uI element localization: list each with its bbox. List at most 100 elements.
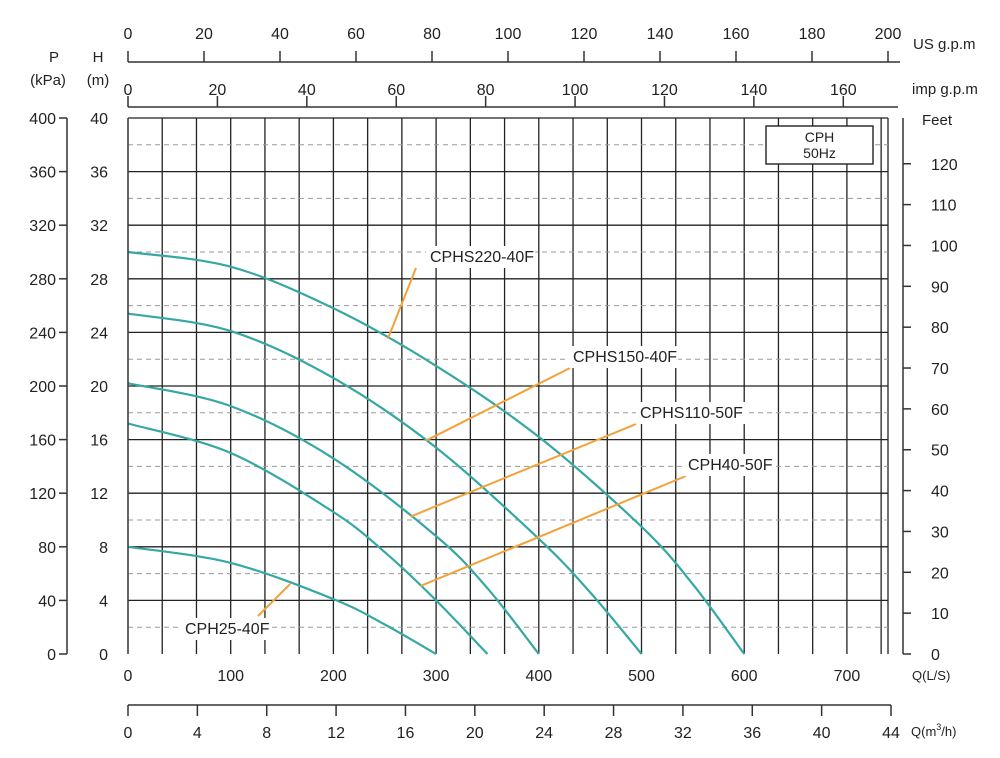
pressure-tick-label: 120 bbox=[29, 486, 56, 503]
imp-gpm-tick-label: 140 bbox=[741, 82, 768, 99]
us-gpm-tick-label: 80 bbox=[423, 26, 441, 43]
flow-m3h-tick-label: 0 bbox=[124, 725, 133, 742]
us-gpm-tick-label: 0 bbox=[124, 26, 133, 43]
curve-cphs150-40f bbox=[127, 312, 643, 655]
pressure-tick-label: 360 bbox=[29, 165, 56, 182]
head-tick-label: 20 bbox=[90, 379, 108, 396]
imp-gpm-tick-label: 0 bbox=[124, 82, 133, 99]
feet-tick-label: 100 bbox=[931, 238, 958, 255]
leader-cphs150-40f bbox=[425, 367, 571, 442]
label-background bbox=[684, 454, 775, 476]
pressure-tick-label: 40 bbox=[38, 593, 56, 610]
label-cph25-40f: CPH25-40F bbox=[185, 621, 270, 638]
imp-gpm-tick-label: 60 bbox=[387, 82, 405, 99]
pressure-tick-label: 320 bbox=[29, 218, 56, 235]
feet-tick-label: 30 bbox=[931, 524, 949, 541]
curve-cph25-40f bbox=[127, 545, 437, 655]
flow-m3h-tick-label: 36 bbox=[743, 725, 761, 742]
leader-cph40-50f bbox=[420, 475, 687, 587]
feet-tick-label: 80 bbox=[931, 320, 949, 337]
curve-leader-lines bbox=[257, 267, 687, 617]
feet-tick-label: 90 bbox=[931, 279, 949, 296]
flow-m3h-tick-label: 28 bbox=[605, 725, 623, 742]
us-gpm-tick-label: 180 bbox=[799, 26, 826, 43]
imp-gpm-axis-title: imp g.p.m bbox=[912, 81, 978, 98]
pressure-axis-unit: (kPa) bbox=[30, 72, 66, 89]
head-axis-unit: (m) bbox=[87, 72, 110, 89]
flow-ls-tick-label: 0 bbox=[124, 668, 133, 685]
curve-cphs220-40f bbox=[127, 250, 746, 655]
flow-m3h-tick-label: 44 bbox=[882, 725, 900, 742]
flow-ls-tick-label: 500 bbox=[628, 668, 655, 685]
badge-frequency-text: 50Hz bbox=[803, 145, 836, 161]
imp-gpm-tick-label: 160 bbox=[830, 82, 857, 99]
head-tick-label: 36 bbox=[90, 165, 108, 182]
imp-gpm-tick-label: 100 bbox=[562, 82, 589, 99]
head-tick-label: 8 bbox=[99, 540, 108, 557]
flow-m3h-tick-label: 32 bbox=[674, 725, 692, 742]
imp-gpm-tick-label: 80 bbox=[477, 82, 495, 99]
pressure-tick-label: 200 bbox=[29, 379, 56, 396]
feet-tick-label: 50 bbox=[931, 443, 949, 460]
us-gpm-tick-label: 120 bbox=[571, 26, 598, 43]
label-cphs220-40f: CPHS220-40F bbox=[430, 249, 534, 266]
flow-ls-axis-title: Q(L/S) bbox=[912, 668, 950, 683]
label-background bbox=[636, 402, 746, 424]
pressure-tick-label: 0 bbox=[47, 647, 56, 664]
flow-ls-tick-label: 700 bbox=[834, 668, 861, 685]
head-tick-label: 0 bbox=[99, 647, 108, 664]
plot-grid bbox=[128, 117, 889, 654]
pressure-tick-label: 240 bbox=[29, 325, 56, 342]
pressure-tick-label: 400 bbox=[29, 111, 56, 128]
flow-m3h-tick-label: 16 bbox=[397, 725, 415, 742]
curve-cph40-50f bbox=[127, 422, 489, 655]
feet-tick-label: 0 bbox=[931, 647, 940, 664]
head-tick-label: 24 bbox=[90, 325, 108, 342]
us-gpm-tick-label: 140 bbox=[647, 26, 674, 43]
us-gpm-tick-label: 40 bbox=[271, 26, 289, 43]
leader-cphs110-50f bbox=[410, 423, 637, 518]
flow-ls-tick-label: 400 bbox=[525, 668, 552, 685]
pressure-axis-title: P bbox=[49, 49, 59, 66]
imp-gpm-tick-label: 40 bbox=[298, 82, 316, 99]
chart-axes: 0481216202428323640040801201602002402803… bbox=[29, 26, 958, 742]
curve-cphs110-50f bbox=[127, 382, 540, 655]
us-gpm-tick-label: 60 bbox=[347, 26, 365, 43]
imp-gpm-tick-label: 120 bbox=[651, 82, 678, 99]
flow-m3h-tick-label: 8 bbox=[262, 725, 271, 742]
pressure-tick-label: 160 bbox=[29, 433, 56, 450]
badge-model-text: CPH bbox=[805, 129, 835, 145]
us-gpm-tick-label: 20 bbox=[195, 26, 213, 43]
flow-ls-tick-label: 600 bbox=[731, 668, 758, 685]
head-tick-label: 4 bbox=[99, 593, 108, 610]
pressure-tick-label: 80 bbox=[38, 540, 56, 557]
label-background bbox=[569, 346, 679, 368]
us-gpm-tick-label: 200 bbox=[875, 26, 902, 43]
label-cph40-50f: CPH40-50F bbox=[688, 457, 773, 474]
feet-tick-label: 120 bbox=[931, 157, 958, 174]
head-axis-title: H bbox=[93, 49, 104, 66]
flow-ls-tick-label: 200 bbox=[320, 668, 347, 685]
feet-tick-label: 60 bbox=[931, 402, 949, 419]
head-tick-label: 16 bbox=[90, 433, 108, 450]
label-cphs150-40f: CPHS150-40F bbox=[573, 349, 677, 366]
leader-cph25-40f bbox=[257, 583, 291, 617]
flow-m3h-tick-label: 12 bbox=[327, 725, 345, 742]
us-gpm-axis-title: US g.p.m bbox=[913, 36, 976, 53]
flow-ls-tick-label: 100 bbox=[217, 668, 244, 685]
imp-gpm-tick-label: 20 bbox=[209, 82, 227, 99]
leader-cphs220-40f bbox=[386, 267, 417, 340]
us-gpm-tick-label: 100 bbox=[495, 26, 522, 43]
flow-m3h-tick-label: 4 bbox=[193, 725, 202, 742]
pressure-tick-label: 280 bbox=[29, 272, 56, 289]
feet-tick-label: 110 bbox=[931, 198, 957, 215]
feet-tick-label: 40 bbox=[931, 484, 949, 501]
head-tick-label: 28 bbox=[90, 272, 108, 289]
head-tick-label: 12 bbox=[90, 486, 108, 503]
model-frequency-badge: CPH 50Hz bbox=[765, 125, 874, 165]
flow-m3h-tick-label: 24 bbox=[535, 725, 553, 742]
feet-axis-title: Feet bbox=[922, 112, 953, 129]
feet-tick-label: 10 bbox=[931, 606, 949, 623]
label-cphs110-50f: CPHS110-50F bbox=[640, 405, 743, 422]
